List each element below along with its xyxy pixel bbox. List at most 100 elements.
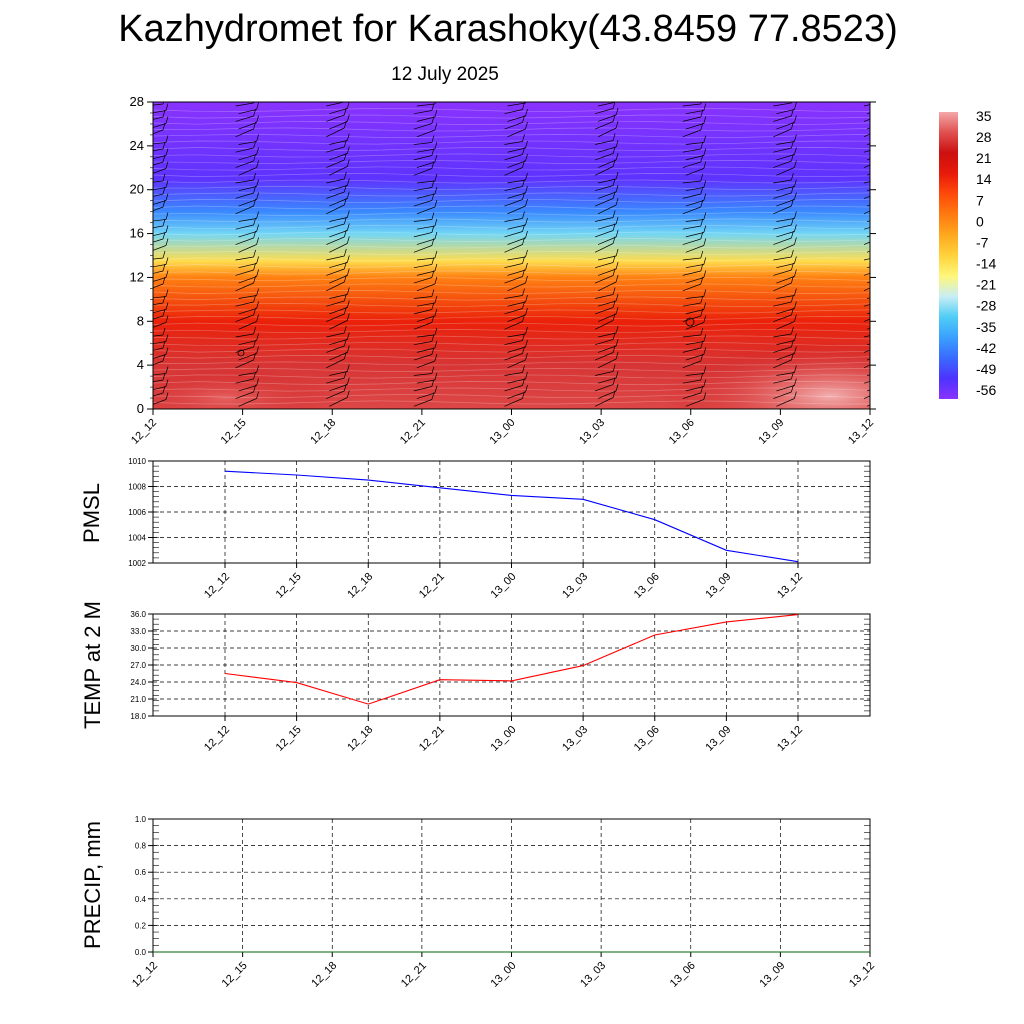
warm-spots <box>153 341 870 409</box>
wind-barb <box>235 102 255 107</box>
wind-barb <box>238 346 259 361</box>
wind-barb <box>326 351 347 369</box>
wind-barb <box>863 164 870 168</box>
heatmap-y-tick-label: 8 <box>137 313 144 328</box>
wind-barb <box>595 287 616 299</box>
wind-barb <box>504 256 525 269</box>
wind-barb <box>682 327 704 338</box>
wind-barb <box>235 121 256 138</box>
heatmap-x-tick-label: 13_12 <box>846 417 876 447</box>
wind-barb <box>776 160 797 176</box>
x-tick-label: 13_09 <box>757 960 787 990</box>
x-tick-label: 12_15 <box>274 724 304 754</box>
wind-barb <box>594 345 616 361</box>
warm-spot <box>153 368 335 409</box>
wind-barb <box>153 327 166 337</box>
contour-line <box>153 205 870 210</box>
wind-barb <box>776 192 797 207</box>
wind-barb <box>863 241 870 245</box>
wind-barb <box>598 248 619 261</box>
colorbar-label: -28 <box>976 298 996 314</box>
contour-line <box>153 296 870 301</box>
y-tick-label: 30.0 <box>130 644 146 653</box>
contour-line <box>153 257 870 262</box>
wind-barb <box>776 134 797 145</box>
wind-barb <box>153 289 169 299</box>
wind-barb <box>507 371 528 384</box>
wind-barb <box>326 197 347 215</box>
y-tick-label: 24.0 <box>130 678 146 687</box>
wind-barb <box>153 372 166 383</box>
colorbar-label: -14 <box>976 256 996 272</box>
colorbar-label: 35 <box>976 108 992 124</box>
wind-barb <box>504 102 525 115</box>
y-tick-label: 1004 <box>128 534 146 543</box>
wind-barb <box>153 148 169 160</box>
y-tick-label: 27.0 <box>130 661 146 670</box>
wind-barb <box>682 295 704 307</box>
wind-barb <box>776 365 797 376</box>
wind-barb <box>598 370 619 384</box>
wind-barb <box>504 346 525 361</box>
contour-line <box>153 160 870 164</box>
x-tick-label: 12_15 <box>220 960 250 990</box>
wind-barb <box>153 193 169 205</box>
series-line <box>224 614 799 705</box>
heatmap-x-tick-label: 13_09 <box>756 417 786 447</box>
wind-barb <box>597 383 619 399</box>
contour-line <box>153 322 870 327</box>
wind-barb <box>776 224 797 238</box>
contour-line <box>153 153 870 158</box>
wind-barb <box>238 301 259 315</box>
wind-barb <box>238 115 259 130</box>
contour-line <box>153 147 870 151</box>
wind-barb <box>682 308 704 322</box>
wind-barb <box>416 308 438 322</box>
x-tick-label: 13_09 <box>703 724 733 754</box>
wind-barb <box>594 377 616 392</box>
x-tick-label: 13_03 <box>578 960 608 990</box>
wind-barb <box>682 276 704 292</box>
y-tick-label: 33.0 <box>130 627 146 636</box>
x-tick-label: 13_09 <box>703 571 733 601</box>
wind-barb <box>413 334 435 346</box>
wind-barb <box>773 140 794 153</box>
wind-barb <box>595 364 616 376</box>
wind-barb <box>329 287 350 299</box>
y-tick-label: 1002 <box>128 559 146 568</box>
wind-barb <box>326 293 347 307</box>
wind-barb <box>595 255 616 269</box>
wind-barb <box>413 302 435 315</box>
heatmap-panel: 0 4 8 12 16 20 24 28 12_12 12_15 12_18 12_21 13_00 13… <box>129 94 876 447</box>
wind-barb <box>413 270 435 284</box>
wind-barb <box>329 377 350 392</box>
wind-barb <box>329 191 350 207</box>
wind-barb <box>235 153 256 168</box>
wind-barb <box>235 326 256 338</box>
x-tick-label: 12_15 <box>274 571 304 601</box>
wind-barb <box>682 186 704 199</box>
wind-barb <box>416 340 438 353</box>
wind-barb <box>416 102 436 107</box>
wind-barb <box>238 237 259 253</box>
wind-barb <box>153 173 166 183</box>
heatmap-y-tick-label: 12 <box>130 269 144 284</box>
wind-barb <box>594 223 616 238</box>
wind-barb <box>594 268 616 284</box>
wind-barb <box>416 327 438 338</box>
heatmap-x-tick-label: 12_18 <box>308 417 338 447</box>
wind-barb <box>507 102 527 107</box>
wind-barb <box>776 102 797 115</box>
wind-barb <box>329 159 350 176</box>
wind-barb <box>326 248 347 261</box>
wind-barb <box>597 338 619 353</box>
wind-barb <box>685 302 707 315</box>
wind-barb <box>597 120 619 138</box>
wind-barb <box>685 334 707 346</box>
wind-barb <box>682 102 702 107</box>
wind-barb <box>235 352 256 369</box>
wind-barb <box>329 236 350 253</box>
contour-line <box>153 368 870 372</box>
wind-barb <box>153 231 166 243</box>
